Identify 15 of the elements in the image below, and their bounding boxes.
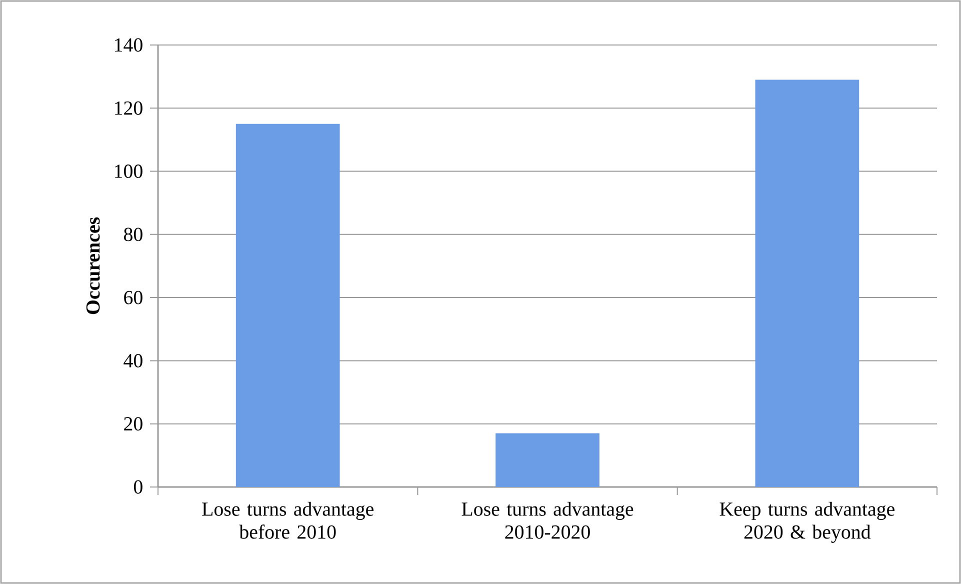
y-axis-title: Occurences xyxy=(86,217,100,314)
y-tick-label: 40 xyxy=(124,354,142,368)
bar xyxy=(755,80,860,487)
bar xyxy=(496,433,600,487)
y-tick-label: 120 xyxy=(115,101,142,115)
y-tick-label: 20 xyxy=(124,417,142,431)
y-tick-label: 80 xyxy=(124,228,142,242)
x-tick-label: Lose turns advantage 2010-2020 xyxy=(462,502,634,539)
y-tick-label: 60 xyxy=(124,290,142,304)
y-tick-label: 140 xyxy=(115,38,142,52)
x-tick-label: Keep turns advantage 2020 & beyond xyxy=(720,502,894,543)
bar xyxy=(236,124,340,487)
x-tick-label: Lose turns advantage before 2010 xyxy=(202,502,374,539)
y-tick-label: 0 xyxy=(134,480,142,494)
y-tick-label: 100 xyxy=(115,164,142,178)
